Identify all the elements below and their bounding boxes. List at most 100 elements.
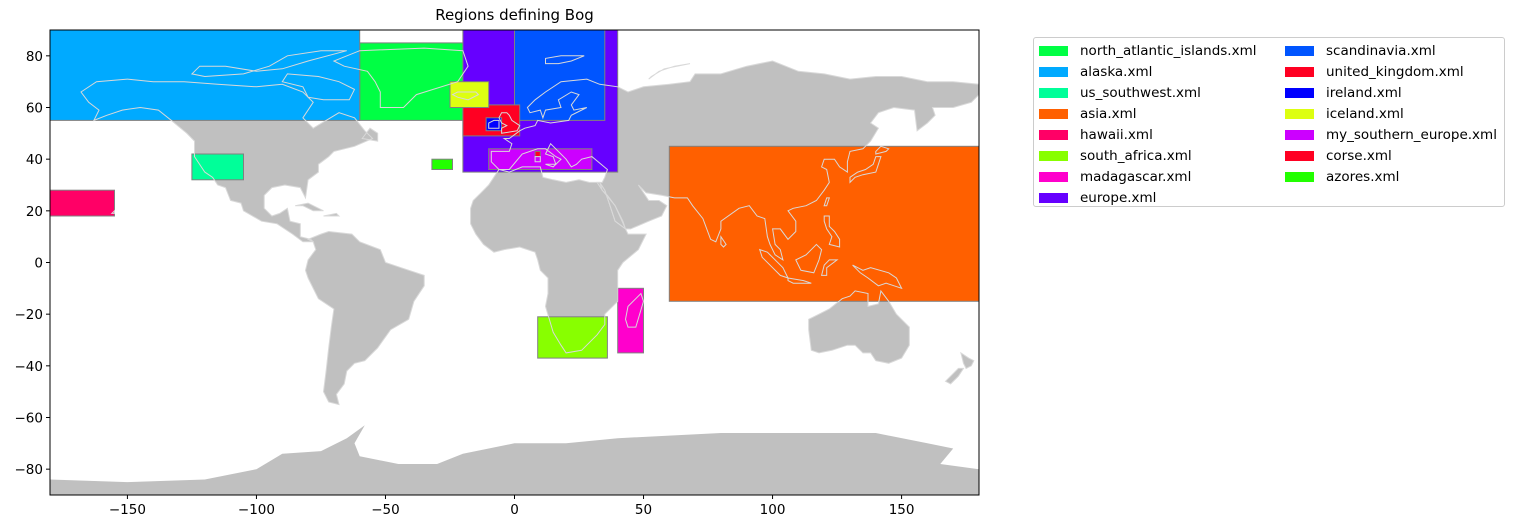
coastline-sicily <box>545 163 558 168</box>
y-tick-label: −20 <box>15 307 44 323</box>
coastline-newfoundland <box>361 127 379 142</box>
y-tick-label: 0 <box>34 256 43 272</box>
legend-label: south_africa.xml <box>1080 147 1192 164</box>
y-tick-label: 40 <box>26 152 43 168</box>
legend-item: alaska.xml <box>1039 61 1256 82</box>
region-iceland <box>449 81 490 108</box>
map-title: Regions defining Bog <box>435 6 594 24</box>
region-south-africa <box>537 316 608 359</box>
coastline-cuba <box>295 202 324 212</box>
land-newfoundland <box>362 128 378 142</box>
coastline-new-zealand-s <box>944 367 965 385</box>
land-africa <box>470 166 647 353</box>
region-madagascar <box>617 287 645 354</box>
legend-label: us_southwest.xml <box>1080 84 1201 101</box>
region-asia <box>668 145 979 302</box>
coastline-new-zealand-n <box>960 351 975 370</box>
coastline-japan <box>849 156 882 184</box>
coastline-iceland <box>451 91 480 101</box>
coastline-java <box>787 277 812 284</box>
x-tick-label: 100 <box>760 502 786 518</box>
coastline-new-guinea <box>852 264 903 290</box>
legend-item: madagascar.xml <box>1039 166 1256 187</box>
coastline-africa <box>470 166 647 354</box>
legend-swatch <box>1039 192 1068 203</box>
y-tick-label: −40 <box>15 359 44 375</box>
legend-label: iceland.xml <box>1326 105 1404 122</box>
coastline-north-america <box>80 78 374 243</box>
x-tick-label: −50 <box>371 502 400 518</box>
legend-label: madagascar.xml <box>1080 168 1192 185</box>
legend-label: ireland.xml <box>1326 84 1402 101</box>
legend-swatch <box>1039 129 1068 140</box>
legend-item: asia.xml <box>1039 103 1256 124</box>
legend-label: europe.xml <box>1080 189 1157 206</box>
land-cuba <box>295 203 324 211</box>
region-azores <box>431 158 453 170</box>
legend-item: united_kingdom.xml <box>1285 61 1497 82</box>
y-tick-label: 60 <box>26 101 43 117</box>
coastline-svalbard <box>545 55 585 65</box>
legend-label: north_atlantic_islands.xml <box>1080 42 1257 59</box>
legend-item: scandinavia.xml <box>1285 40 1497 61</box>
legend-label: scandinavia.xml <box>1326 42 1436 59</box>
legend-item: us_southwest.xml <box>1039 82 1256 103</box>
legend-item: iceland.xml <box>1285 103 1497 124</box>
y-tick-label: −60 <box>15 411 44 427</box>
legend-swatch <box>1039 66 1068 77</box>
legend-label: my_southern_europe.xml <box>1326 126 1497 143</box>
legend-swatch <box>1285 150 1314 161</box>
x-tick-label: −150 <box>109 502 146 518</box>
y-tick-label: 20 <box>26 204 43 220</box>
x-tick-label: 150 <box>889 502 915 518</box>
land-antarctica <box>50 425 979 495</box>
coastline-sulawesi <box>820 259 839 276</box>
legend-label: azores.xml <box>1326 168 1400 185</box>
coastline-greenland <box>332 47 469 108</box>
region-hawaii <box>50 189 115 217</box>
region-alaska <box>50 30 361 121</box>
y-tick-label: −80 <box>15 462 44 478</box>
coastline-arabia-gap <box>599 182 627 231</box>
legend-label: asia.xml <box>1080 105 1137 122</box>
region-corse <box>534 150 541 158</box>
land-new-zealand-s <box>945 368 964 384</box>
x-tick-label: 50 <box>635 502 652 518</box>
land-south-america <box>305 231 425 405</box>
coastline-taiwan <box>823 197 830 207</box>
y-tick-label: 80 <box>26 49 43 65</box>
legend-label: alaska.xml <box>1080 63 1153 80</box>
legend-item: hawaii.xml <box>1039 124 1256 145</box>
coastline-layer <box>80 47 979 406</box>
x-axis-ticks: −150 −100 −50 0 50 100 150 <box>109 495 915 518</box>
coastline-arctic-islands <box>190 50 347 78</box>
legend-swatch <box>1285 87 1314 98</box>
legend-swatch <box>1039 45 1068 56</box>
legend-label: corse.xml <box>1326 147 1392 164</box>
legend-label: united_kingdom.xml <box>1326 63 1464 80</box>
legend-item: south_africa.xml <box>1039 145 1256 166</box>
y-axis-ticks: −80 −60 −40 −20 0 20 40 60 80 <box>15 49 50 478</box>
coastline-novaya-zemlya <box>648 63 691 80</box>
coastline-borneo <box>795 243 823 274</box>
coastline-madagascar <box>624 292 645 328</box>
x-tick-label: −100 <box>238 502 275 518</box>
coastline-sri-lanka <box>720 235 727 248</box>
legend-swatch <box>1039 87 1068 98</box>
coastline-baffin <box>281 73 356 101</box>
legend-swatch <box>1285 66 1314 77</box>
land-arabia-gap <box>599 182 626 229</box>
coastline-hispaniola <box>323 212 341 217</box>
region-ireland <box>485 117 503 132</box>
coastline-philippines <box>823 215 841 248</box>
legend-swatch <box>1039 108 1068 119</box>
legend-swatch <box>1285 108 1314 119</box>
region-us-southwest <box>191 153 244 181</box>
legend-swatch <box>1285 171 1314 182</box>
coastline-uk <box>498 112 521 134</box>
legend-item: north_atlantic_islands.xml <box>1039 40 1256 61</box>
legend-item: corse.xml <box>1285 145 1497 166</box>
x-tick-label: 0 <box>510 502 519 518</box>
